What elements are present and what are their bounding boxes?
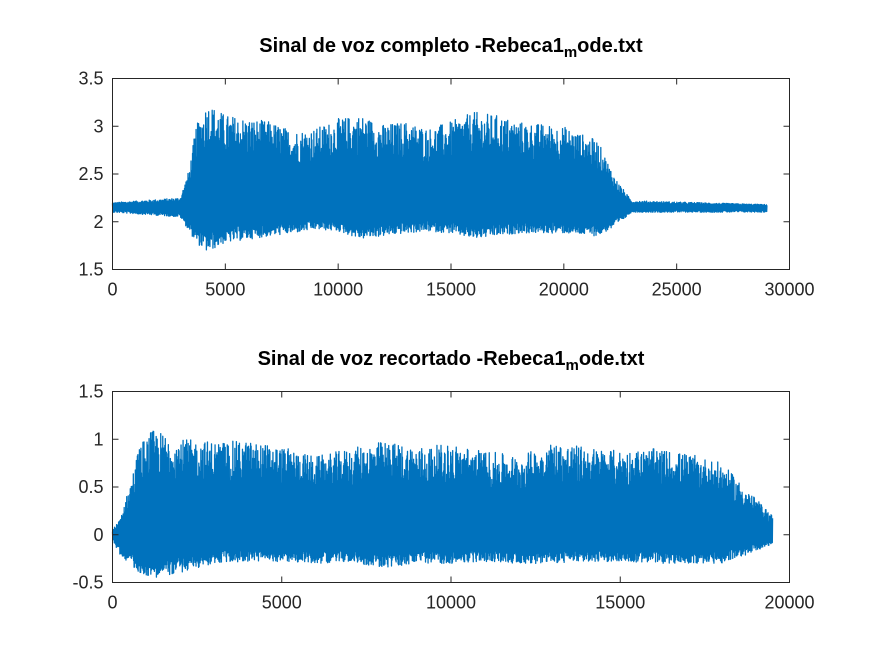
chart-title-trimmed: Sinal de voz recortado -Rebeca1mode.txt: [258, 348, 645, 374]
x-tick-label: 15000: [595, 593, 645, 613]
signal-trace: [111, 430, 774, 578]
y-tick-label: 2.5: [78, 164, 103, 184]
y-tick-label: 3.5: [78, 69, 103, 89]
y-tick-label: 3: [93, 116, 103, 136]
signal-trace: [111, 109, 768, 251]
x-tick-label: 5000: [262, 593, 302, 613]
y-tick-label: 1.5: [78, 260, 103, 280]
y-tick-label: -0.5: [72, 573, 103, 593]
chart-title-complete: Sinal de voz completo -Rebeca1mode.txt: [259, 35, 643, 61]
signal-line-trimmed: [111, 430, 774, 578]
y-tick-label: 1.5: [78, 382, 103, 402]
x-tick-label: 20000: [539, 280, 589, 300]
x-tick-label: 10000: [313, 280, 363, 300]
signal-line-complete: [111, 109, 768, 251]
x-tick-label: 15000: [426, 280, 476, 300]
x-tick-label: 5000: [205, 280, 245, 300]
subplot-complete-signal: Sinal de voz completo -Rebeca1mode.txt 0…: [78, 35, 814, 300]
y-tick-label: 1: [93, 429, 103, 449]
x-tick-label: 10000: [426, 593, 476, 613]
axis-ticks-trimmed: 0 5000 10000 15000 20000-0.500.511.5: [72, 382, 814, 613]
subplot-trimmed-signal: Sinal de voz recortado -Rebeca1mode.txt …: [72, 348, 814, 613]
x-tick-label: 25000: [652, 280, 702, 300]
y-tick-label: 0: [93, 525, 103, 545]
x-tick-label: 0: [107, 593, 117, 613]
axis-ticks-complete: 0 5000 10000 15000 20000 25000 30000 1.5 2 2.5 3 3.…: [78, 69, 814, 300]
x-tick-label: 20000: [764, 593, 814, 613]
x-tick-label: 0: [107, 280, 117, 300]
y-tick-label: 2: [93, 212, 103, 232]
x-tick-label: 30000: [764, 280, 814, 300]
y-tick-label: 0.5: [78, 477, 103, 497]
